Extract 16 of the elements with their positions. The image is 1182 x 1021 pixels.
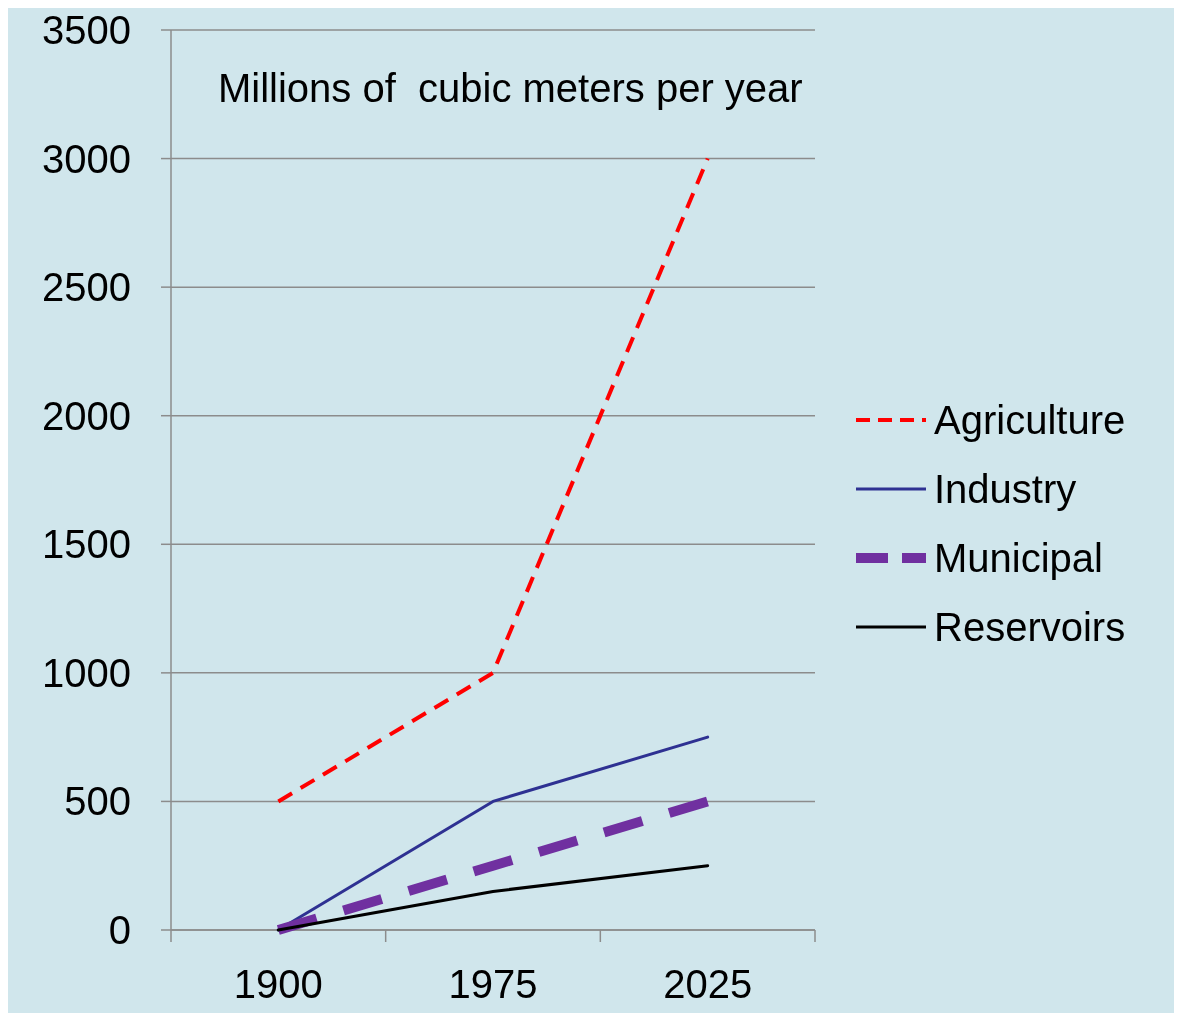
- y-tick-label: 3000: [42, 136, 131, 181]
- x-tick-label: 2025: [663, 962, 753, 1006]
- y-tick-label: 2500: [42, 265, 131, 310]
- y-axis-title: Millions of cubic meters per year: [218, 66, 803, 110]
- y-tick-label: 500: [64, 779, 131, 824]
- y-tick-label: 0: [108, 908, 131, 952]
- x-tick-label: 1900: [233, 962, 323, 1006]
- y-tick-label: 2000: [42, 393, 131, 438]
- legend-label: Industry: [934, 467, 1077, 511]
- legend-label: Agriculture: [934, 398, 1126, 442]
- y-tick-label: 1000: [42, 650, 131, 695]
- y-tick-label: 1500: [42, 522, 131, 567]
- x-tick-label: 1975: [448, 962, 538, 1006]
- y-tick-label: 3500: [42, 8, 131, 52]
- legend-label: Municipal: [934, 536, 1103, 580]
- legend-label: Reservoirs: [934, 605, 1126, 649]
